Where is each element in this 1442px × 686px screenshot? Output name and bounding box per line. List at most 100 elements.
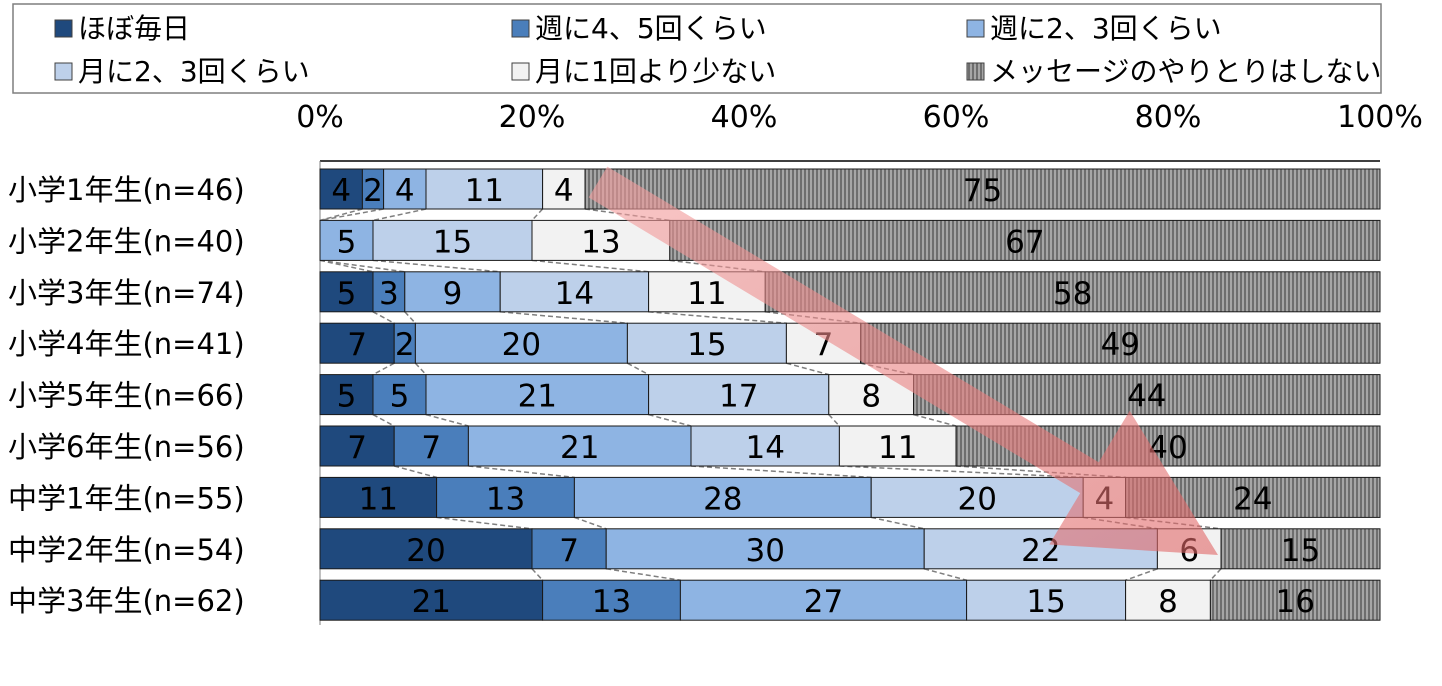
bar-segment — [319, 476, 438, 518]
x-tick-label: 20% — [499, 100, 566, 135]
bar-segment — [319, 528, 533, 570]
data-label: 5 — [390, 379, 410, 415]
data-label: 15 — [433, 224, 472, 260]
legend-label: 週に4、5回くらい — [535, 12, 767, 45]
data-label: 5 — [337, 379, 357, 415]
data-label: 7 — [347, 430, 367, 466]
data-label: 75 — [963, 173, 1002, 209]
data-label: 49 — [1101, 327, 1140, 363]
connector-line — [871, 516, 925, 530]
category-label: 小学2年生(n=40) — [8, 224, 245, 258]
connector-line — [436, 516, 533, 530]
data-label: 13 — [581, 224, 620, 260]
bar-segment — [764, 271, 1381, 313]
bar-segment — [319, 219, 374, 261]
data-label: 11 — [465, 173, 504, 209]
connector-line — [319, 208, 384, 222]
bar-segment — [542, 579, 681, 621]
data-label: 21 — [518, 379, 557, 415]
bar-segment — [573, 476, 872, 518]
legend-label: 週に2、3回くらい — [990, 12, 1222, 45]
connector-line — [531, 259, 649, 273]
connector-line — [839, 465, 1084, 479]
category-label: 小学4年生(n=41) — [8, 327, 245, 361]
bar-segment — [679, 579, 968, 621]
data-label: 24 — [1233, 481, 1272, 517]
category-labels: 小学1年生(n=46) 小学2年生(n=40) 小学3年生(n=74) 小学4年生(n… — [8, 173, 245, 618]
category-label: 中学1年生(n=55) — [8, 481, 245, 515]
connector-line — [924, 568, 967, 581]
data-label: 16 — [1275, 584, 1314, 620]
bar-segment — [414, 322, 628, 364]
x-axis: 0% 20% 40% 60% 80% 100% — [296, 100, 1423, 625]
category-label: 小学1年生(n=46) — [8, 173, 245, 207]
connector-line — [1125, 568, 1158, 581]
legend-swatch — [54, 62, 73, 81]
connector-line — [319, 259, 405, 273]
legend-box — [12, 3, 1382, 94]
bar-segment — [425, 168, 544, 210]
bar-segment — [319, 322, 395, 364]
connector-line — [627, 362, 649, 376]
data-label: 14 — [555, 276, 594, 312]
category-label: 中学3年生(n=62) — [8, 584, 245, 618]
connector-line — [404, 311, 416, 324]
bar-segment — [467, 425, 692, 467]
data-label: 5 — [337, 224, 357, 260]
bar-segment — [372, 271, 406, 313]
data-label: 13 — [486, 481, 525, 517]
data-label: 7 — [559, 533, 579, 569]
data-label: 44 — [1127, 379, 1166, 415]
bar-segment — [669, 219, 1381, 261]
bar-segment — [870, 476, 1084, 518]
bar-segment — [425, 374, 650, 416]
data-label: 14 — [745, 430, 784, 466]
data-label: 4 — [331, 173, 351, 209]
x-tick-label: 80% — [1135, 100, 1202, 135]
x-tick-label: 100% — [1337, 100, 1423, 135]
legend-swatch — [54, 19, 73, 38]
data-label: 4 — [554, 173, 574, 209]
legend-swatch — [511, 19, 530, 38]
data-label: 7 — [421, 430, 441, 466]
bar-segment — [319, 425, 395, 467]
bar-segment — [1209, 579, 1381, 621]
connector-line — [372, 311, 395, 324]
x-tick-label: 60% — [923, 100, 990, 135]
connector-line — [648, 413, 692, 427]
data-label: 11 — [359, 481, 398, 517]
data-label: 15 — [1026, 584, 1065, 620]
connector-line — [648, 311, 787, 324]
data-label: 7 — [347, 327, 367, 363]
data-label: 20 — [957, 481, 996, 517]
data-label: 15 — [1281, 533, 1320, 569]
legend-swatch — [966, 62, 985, 81]
connector-line — [574, 516, 607, 530]
connector-line — [1209, 568, 1222, 581]
legend-label: 月に1回より少ない — [535, 55, 776, 88]
bar-segment — [319, 168, 363, 210]
data-label: 67 — [1005, 224, 1044, 260]
data-label: 58 — [1053, 276, 1092, 312]
bar-segment — [499, 271, 650, 313]
connector-line — [414, 362, 427, 376]
category-label: 中学2年生(n=54) — [8, 533, 245, 567]
connector-line — [468, 465, 575, 479]
data-label: 17 — [719, 379, 758, 415]
x-tick-label: 0% — [296, 100, 344, 135]
data-label: 21 — [560, 430, 599, 466]
bar-segment — [319, 579, 544, 621]
bar-segment — [913, 374, 1381, 416]
data-label: 8 — [1158, 584, 1178, 620]
connector-line — [372, 413, 395, 427]
legend-swatch — [511, 62, 530, 81]
connector-line — [372, 362, 395, 376]
data-label: 9 — [443, 276, 463, 312]
category-label: 小学3年生(n=74) — [8, 276, 245, 310]
bar-segment — [860, 322, 1381, 364]
bar-segment — [404, 271, 501, 313]
data-label: 20 — [502, 327, 541, 363]
data-label: 30 — [745, 533, 784, 569]
connector-line — [372, 208, 427, 222]
